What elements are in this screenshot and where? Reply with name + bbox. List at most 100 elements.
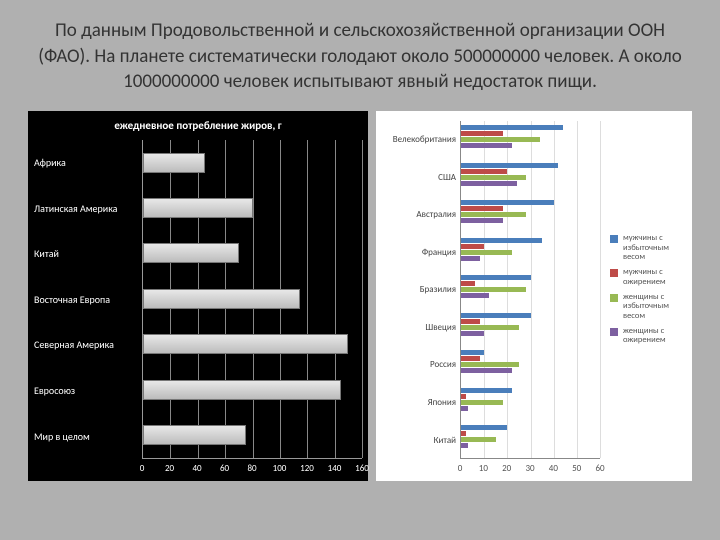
legend-item: мужчины с избыточным весом	[610, 234, 686, 262]
right-bar	[461, 137, 540, 142]
right-bar	[461, 212, 526, 217]
right-bar	[461, 331, 484, 336]
left-bar-row	[143, 322, 362, 367]
left-bar	[143, 153, 205, 173]
left-bar-row	[143, 140, 362, 185]
left-x-tick: 100	[273, 463, 287, 474]
right-bar	[461, 431, 466, 436]
right-bar	[461, 287, 526, 292]
right-bar-group	[461, 275, 600, 299]
legend-label: мужчины с избыточным весом	[623, 234, 686, 262]
right-category-label: Велекобритания	[382, 135, 456, 144]
right-bar-group	[461, 388, 600, 412]
right-category-label: Австралия	[382, 210, 456, 219]
right-bar	[461, 256, 480, 261]
left-bar-row	[143, 412, 362, 457]
left-bar-row	[143, 276, 362, 321]
left-bar-row	[143, 185, 362, 230]
right-bar	[461, 250, 512, 255]
right-category-label: Китай	[382, 436, 456, 445]
legend-label: женщины с ожирением	[623, 327, 686, 346]
left-chart-categories: АфрикаЛатинская АмерикаКитайВосточная Ев…	[34, 140, 142, 459]
left-chart-x-axis: 020406080100120140160	[142, 463, 362, 477]
left-bar	[143, 243, 239, 263]
right-bar-group	[461, 125, 600, 149]
left-category-label: Африка	[34, 157, 138, 168]
right-bar	[461, 218, 503, 223]
left-chart-title: ежедневное потребление жиров, г	[34, 119, 362, 132]
right-bar-group	[461, 350, 600, 374]
right-bar	[461, 388, 512, 393]
legend-item: женщины с избыточным весом	[610, 293, 686, 321]
right-bar	[461, 163, 558, 168]
right-x-tick: 30	[525, 463, 534, 474]
fat-consumption-chart: ежедневное потребление жиров, г АфрикаЛа…	[28, 111, 368, 481]
right-bar-group	[461, 200, 600, 224]
right-bar-group	[461, 425, 600, 449]
right-category-label: Швеция	[382, 323, 456, 332]
legend-swatch	[610, 235, 618, 243]
left-x-tick: 20	[165, 463, 174, 474]
right-bar	[461, 437, 496, 442]
left-x-tick: 40	[192, 463, 201, 474]
right-category-label: Япония	[382, 398, 456, 407]
right-x-tick: 10	[479, 463, 488, 474]
left-category-label: Китай	[34, 248, 138, 259]
obesity-chart: ВелекобританияСШААвстралияФранцияБразили…	[376, 111, 692, 481]
left-bar-row	[143, 367, 362, 412]
left-bar-row	[143, 231, 362, 276]
left-bar	[143, 289, 300, 309]
right-bar-group	[461, 238, 600, 262]
left-x-tick: 0	[140, 463, 145, 474]
right-bar	[461, 362, 519, 367]
right-bar	[461, 400, 503, 405]
left-x-tick: 120	[300, 463, 314, 474]
right-bar	[461, 131, 503, 136]
left-bar	[143, 425, 246, 445]
right-bar	[461, 175, 526, 180]
legend-swatch	[610, 294, 618, 302]
right-bar	[461, 206, 503, 211]
right-bar	[461, 200, 554, 205]
right-gridline	[600, 121, 601, 458]
legend-swatch	[610, 269, 618, 277]
right-bar	[461, 356, 480, 361]
right-bar	[461, 281, 475, 286]
right-bar	[461, 394, 466, 399]
right-bar	[461, 293, 489, 298]
legend-label: женщины с избыточным весом	[623, 293, 686, 321]
right-bar	[461, 443, 468, 448]
right-bar	[461, 406, 468, 411]
charts-row: ежедневное потребление жиров, г АфрикаЛа…	[28, 111, 692, 491]
right-bar	[461, 368, 512, 373]
right-category-label: Россия	[382, 360, 456, 369]
right-bar	[461, 143, 512, 148]
left-chart-body: АфрикаЛатинская АмерикаКитайВосточная Ев…	[34, 140, 362, 459]
right-bar	[461, 238, 542, 243]
legend-item: женщины с ожирением	[610, 327, 686, 346]
right-category-label: Бразилия	[382, 285, 456, 294]
right-chart-plot	[460, 121, 600, 459]
left-category-label: Северная Америка	[34, 339, 138, 350]
right-x-tick: 20	[502, 463, 511, 474]
left-x-tick: 160	[355, 463, 369, 474]
left-bar	[143, 198, 253, 218]
right-bar	[461, 169, 507, 174]
left-x-tick: 140	[328, 463, 342, 474]
right-chart-categories: ВелекобританияСШААвстралияФранцияБразили…	[382, 121, 460, 459]
right-bar	[461, 125, 563, 130]
right-x-tick: 40	[549, 463, 558, 474]
left-category-label: Мир в целом	[34, 431, 138, 442]
left-category-label: Восточная Европа	[34, 294, 138, 305]
right-x-tick: 50	[572, 463, 581, 474]
right-chart-legend: мужчины с избыточным весом мужчины с ожир…	[600, 121, 686, 459]
right-bar	[461, 325, 519, 330]
legend-label: мужчины с ожирением	[623, 268, 686, 287]
left-chart-plot	[142, 140, 362, 459]
right-bar-group	[461, 313, 600, 337]
right-bar	[461, 319, 480, 324]
right-bar-group	[461, 163, 600, 187]
legend-swatch	[610, 328, 618, 336]
right-bar	[461, 275, 531, 280]
right-bar	[461, 350, 484, 355]
